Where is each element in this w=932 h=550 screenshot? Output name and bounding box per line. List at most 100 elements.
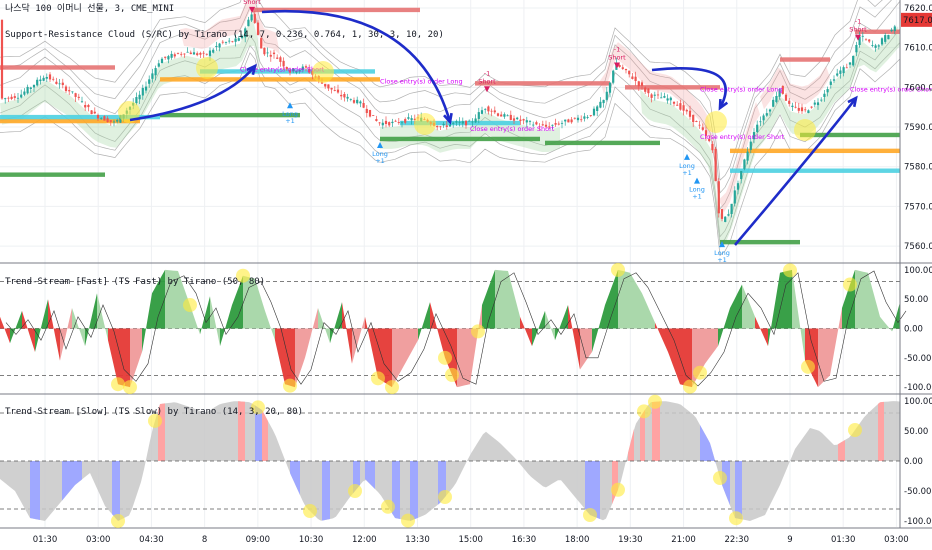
candle-body [788,100,791,104]
extreme-highlight [148,413,162,428]
candle-body [804,109,807,111]
candle-body [676,104,679,106]
candle-body [733,190,736,204]
candle-body [180,53,183,55]
x-tick-label: 01:30 [33,535,58,545]
candle-body [823,93,826,97]
candle-body [775,96,778,102]
oscillator-segment [545,310,555,341]
oscillator-segment [305,308,318,358]
candle-body [368,109,372,117]
oversold-span [410,461,418,521]
oscillator-segment [365,316,378,379]
extreme-highlight [713,471,727,485]
candle-body [157,63,160,67]
oscillator-segment [130,328,142,388]
long-count-label: +1 [285,117,295,125]
candle-body [410,118,413,121]
oversold-span [722,461,730,506]
candle-body [797,107,800,111]
candle-body [666,98,669,101]
candle-body [333,90,336,91]
oscillator-segment [792,269,805,361]
exit-signal-label: Close entry(s) order Short [700,133,785,141]
envelope-band-line [0,0,892,194]
candle-body [87,105,90,108]
long-label: Long [714,249,730,257]
extreme-highlight [401,513,415,528]
extreme-highlight [611,262,625,277]
sr-level-bar [0,172,105,177]
candle-body [404,119,407,123]
candle-body [621,67,624,69]
candle-body [724,216,727,222]
candle-body [244,28,247,38]
long-label: Long [679,162,695,170]
y-tick-label: 100.00 [904,266,932,276]
long-arrow [719,241,725,248]
candle-body [554,123,557,125]
candle-body [167,56,170,60]
candle-body [752,132,756,140]
candle-body [295,71,298,73]
oscillator-segment [730,284,742,329]
candle-body [839,70,842,74]
candle-body [628,70,631,75]
short-label: Short [478,77,496,85]
extreme-highlight [385,380,399,395]
candle-body [765,113,768,116]
candle-body [736,183,740,190]
y-tick-label: 7580.00 [904,163,932,173]
candle-body [247,19,250,27]
oscillator-segment [655,322,668,352]
extreme-highlight [843,277,857,292]
sr-level-bar [625,85,720,90]
oscillator-segment [190,305,200,335]
candle-body [660,97,663,99]
oscillator-segment [22,310,35,352]
overbought-span [628,429,634,461]
trend-arrow [129,65,257,122]
candle-body [32,84,36,88]
candle-body [442,123,445,126]
overlay-layer [111,9,862,528]
extreme-highlight [583,508,597,522]
candle-body [656,94,660,96]
candle-body [608,82,612,93]
sr-level-bar [475,81,610,86]
candle-body [730,203,733,215]
oscillator-segment [705,328,718,364]
sr-level-bar [545,140,660,146]
candle-body [602,99,605,104]
candle-body [29,87,32,90]
candle-body [231,41,234,43]
extreme-highlight [371,371,385,386]
extreme-highlight [693,365,707,380]
sr-level-bar [0,118,140,124]
oscillator-segment [580,328,592,370]
candle-body [445,125,448,127]
short-count-label: -1 [855,18,861,26]
candle-body [631,76,634,79]
oscillator-segment [680,328,692,388]
candle-body [103,116,106,121]
candle-body [858,36,861,45]
sr-level-bar [855,29,900,34]
extreme-highlight [111,377,125,392]
oscillator-segment [0,316,10,344]
short-arrow [249,6,255,13]
candle-body [704,130,708,136]
candle-body [100,118,103,120]
candle-body [560,122,564,124]
candle-body [519,119,522,121]
candle-body [52,78,55,80]
y-tick-label: -100.00 [904,383,932,393]
candle-body [570,119,573,123]
signal-line [5,270,907,387]
candle-body [10,96,13,99]
candle-body [500,114,503,117]
oversold-span [322,461,330,521]
current-price-badge [901,12,932,27]
long-count-label: +1 [717,256,727,264]
long-label: Long [372,150,388,158]
